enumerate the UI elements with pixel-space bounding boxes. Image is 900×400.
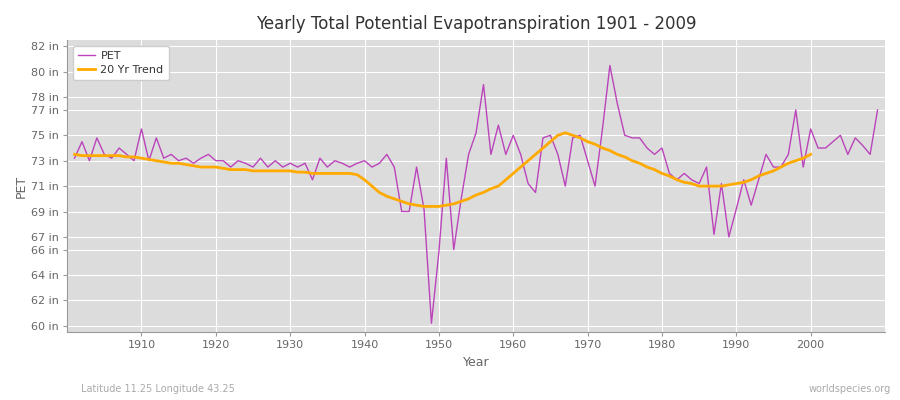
- Text: worldspecies.org: worldspecies.org: [809, 384, 891, 394]
- 20 Yr Trend: [516, 165, 526, 170]
- 20 Yr Trend: [240, 167, 251, 172]
- PET: [69, 156, 80, 160]
- X-axis label: Year: Year: [463, 356, 490, 369]
- 20 Yr Trend: [560, 130, 571, 135]
- 20 Yr Trend: [69, 152, 80, 157]
- 20 Yr Trend: [760, 171, 771, 176]
- 20 Yr Trend: [418, 204, 429, 209]
- PET: [508, 133, 518, 138]
- PET: [612, 101, 623, 106]
- PET: [292, 165, 303, 170]
- 20 Yr Trend: [783, 161, 794, 166]
- PET: [337, 161, 347, 166]
- PET: [516, 152, 526, 157]
- Line: PET: PET: [75, 66, 878, 323]
- Title: Yearly Total Potential Evapotranspiration 1901 - 2009: Yearly Total Potential Evapotranspiratio…: [256, 15, 697, 33]
- 20 Yr Trend: [211, 165, 221, 170]
- Line: 20 Yr Trend: 20 Yr Trend: [75, 133, 811, 206]
- 20 Yr Trend: [455, 199, 466, 204]
- Text: Latitude 11.25 Longitude 43.25: Latitude 11.25 Longitude 43.25: [81, 384, 235, 394]
- PET: [129, 158, 140, 163]
- PET: [426, 321, 436, 326]
- 20 Yr Trend: [806, 152, 816, 157]
- Legend: PET, 20 Yr Trend: PET, 20 Yr Trend: [73, 46, 169, 80]
- PET: [605, 63, 616, 68]
- PET: [872, 108, 883, 112]
- Y-axis label: PET: PET: [15, 174, 28, 198]
